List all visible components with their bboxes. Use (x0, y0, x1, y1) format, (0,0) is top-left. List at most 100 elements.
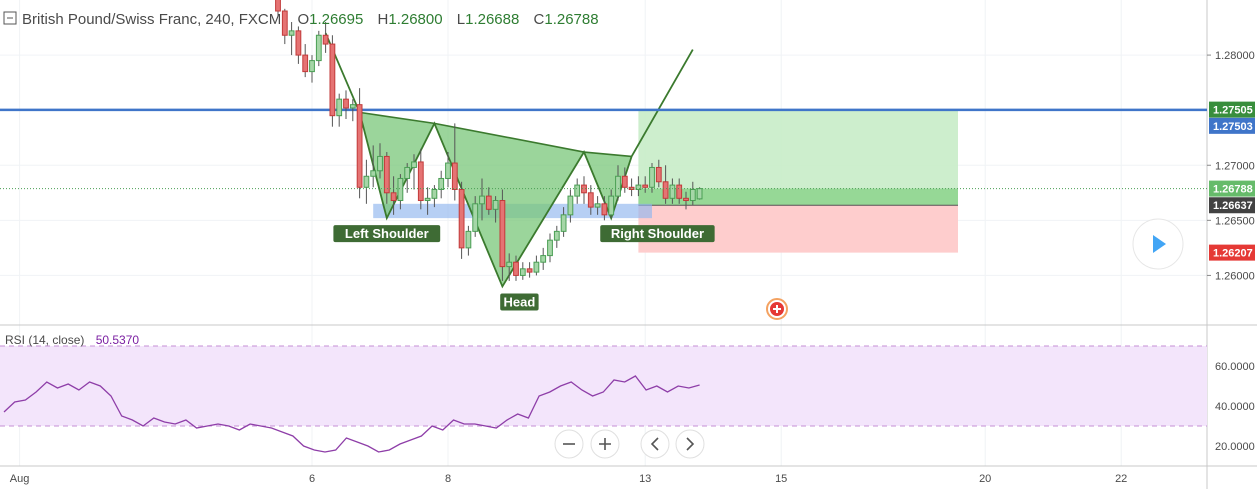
candle-body (485, 195, 492, 210)
candle (349, 99, 356, 122)
scroll-right-button[interactable] (675, 429, 705, 459)
candle-body (322, 34, 329, 45)
neckline (359, 111, 632, 158)
svg-text:British Pound/Swiss Franc, 240: British Pound/Swiss Franc, 240, FXCM O1.… (22, 11, 599, 28)
candle-body (417, 161, 424, 202)
candle (540, 247, 547, 270)
candle (390, 176, 397, 215)
zoom-in-button[interactable] (590, 429, 620, 459)
candle-body (458, 188, 465, 249)
candle-body (608, 195, 615, 216)
zoom-out-button[interactable] (554, 429, 584, 459)
head-label-bg (500, 293, 539, 311)
candle-body (315, 34, 322, 62)
candle-body (397, 177, 404, 202)
scroll-left-button[interactable] (640, 429, 670, 459)
rsi-line (3, 375, 700, 453)
left-shoulder-label-bg (333, 225, 441, 243)
candle (587, 185, 594, 215)
rsi-panel: 60.0000 40.0000 20.0000 (0, 345, 1255, 453)
candle-body (302, 54, 309, 73)
price-badge-bg (1209, 180, 1255, 197)
open-label: O (297, 11, 309, 28)
candle-body (411, 161, 417, 168)
low-value: 1.26688 (465, 11, 519, 28)
candle (411, 154, 417, 190)
candle (499, 189, 506, 281)
candle (689, 181, 696, 205)
candle (533, 255, 540, 276)
candle-body (649, 166, 655, 188)
price-badge-bg (1209, 244, 1255, 261)
price-badge-bg (1209, 117, 1255, 134)
candle-body (336, 98, 343, 117)
candle-body (465, 230, 472, 249)
candle-body (288, 30, 295, 36)
head-label: Head (500, 293, 539, 311)
candle (479, 178, 485, 221)
price-badge: 1.27503 (1209, 117, 1255, 134)
candle-body (526, 268, 533, 273)
candle-body (424, 197, 431, 202)
candle-body (451, 162, 458, 190)
candle (383, 152, 390, 204)
left-shoulder-label-text: Left Shoulder (345, 226, 429, 241)
candle (655, 159, 662, 188)
candle (560, 207, 567, 237)
candle (526, 262, 533, 278)
time-tick-label: 13 (639, 473, 651, 485)
zoom-controls (554, 429, 705, 459)
time-tick-label: 20 (979, 473, 991, 485)
add-alert-button[interactable] (766, 298, 788, 320)
candle-body (309, 60, 315, 73)
time-tick-label: 8 (445, 473, 451, 485)
candle (472, 196, 479, 237)
candle-body (601, 203, 608, 216)
price-badge: 1.26637 (1209, 197, 1255, 214)
candle (601, 196, 608, 221)
candle-body (662, 181, 669, 199)
play-replay-button[interactable] (1132, 218, 1184, 270)
candle (288, 22, 295, 56)
price-axis[interactable]: 1.28000 1.27000 1.26500 1.26000 1.27505 1.275… (10, 50, 1257, 485)
candle-body (547, 239, 553, 257)
price-badge-bg (1209, 197, 1255, 214)
head-label-text: Head (504, 294, 536, 309)
candle (302, 44, 309, 78)
candle-body (390, 192, 397, 202)
candle-body (370, 170, 377, 177)
candle-body (492, 200, 499, 210)
candle (615, 165, 621, 201)
open-profit-zone (638, 188, 958, 206)
candle-body (363, 175, 370, 188)
candle-body (295, 30, 302, 56)
candle-body (669, 184, 676, 199)
candle (492, 196, 499, 223)
candle (377, 143, 383, 179)
candle-body (696, 188, 703, 200)
rsi-legend: RSI (14, close) 50.5370 (5, 333, 139, 347)
candle-body (431, 188, 438, 199)
price-tick-label: 1.26500 (1215, 215, 1255, 227)
candle (581, 176, 587, 204)
candle-body (356, 104, 363, 188)
head-and-shoulders-pattern[interactable]: Left Shoulder Head Right Shoulder (0, 32, 1207, 311)
price-badge: 1.27505 (1209, 101, 1255, 118)
candle-body (615, 175, 621, 197)
time-tick-label: Aug (10, 473, 30, 485)
candle-body (621, 175, 628, 188)
candle (451, 123, 458, 201)
candle (669, 178, 676, 204)
candle (649, 163, 655, 193)
candle-body (560, 214, 567, 232)
candle-body (683, 197, 689, 202)
candle (642, 176, 649, 193)
high-value: 1.26800 (388, 11, 442, 28)
candle-body (635, 184, 642, 190)
candle-body (533, 261, 540, 273)
rsi-band-fill (0, 346, 1207, 426)
candle-body (513, 261, 519, 276)
play-icon (1153, 235, 1166, 253)
rsi-tick-label: 20.0000 (1215, 441, 1255, 453)
